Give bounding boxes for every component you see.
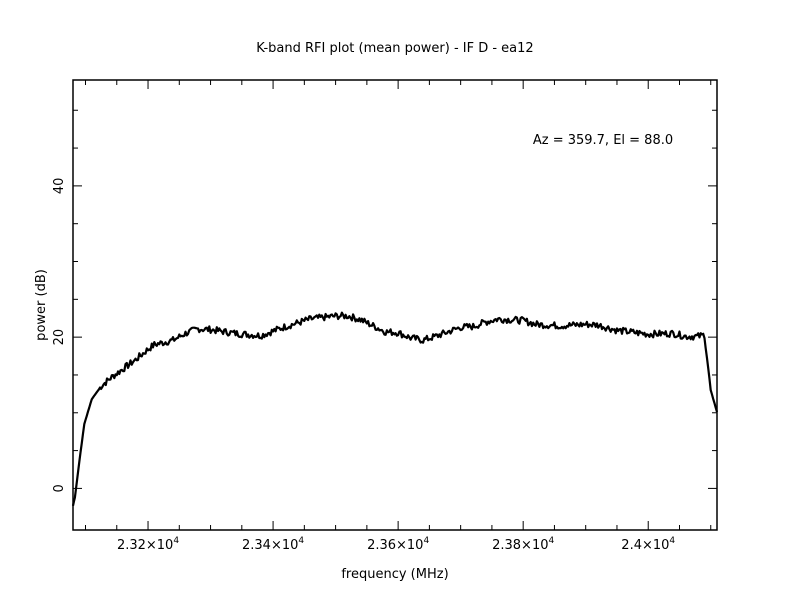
y-tick-label: 40 [52,178,67,195]
x-tick-labels: 2.32×104 2.34×104 2.36×104 2.38×104 2.4×104 [117,536,675,553]
axis-ticks [73,80,717,530]
chart-title: K-band RFI plot (mean power) - IF D - ea… [256,41,533,56]
x-tick-label: 2.34×104 [242,536,304,553]
y-tick-label: 0 [52,484,67,492]
x-tick-label: 2.36×104 [367,536,429,553]
y-axis-label: power (dB) [34,269,49,341]
plot-frame [72,79,718,531]
power-series-line [71,311,719,507]
x-tick-label: 2.4×104 [621,536,675,553]
az-el-annotation: Az = 359.7, El = 88.0 [533,133,673,148]
y-tick-label: 20 [52,329,67,346]
x-tick-label: 2.32×104 [117,536,179,553]
x-axis-label: frequency (MHz) [341,567,448,582]
y-tick-labels: 0 20 40 [52,178,67,493]
x-tick-label: 2.38×104 [492,536,554,553]
